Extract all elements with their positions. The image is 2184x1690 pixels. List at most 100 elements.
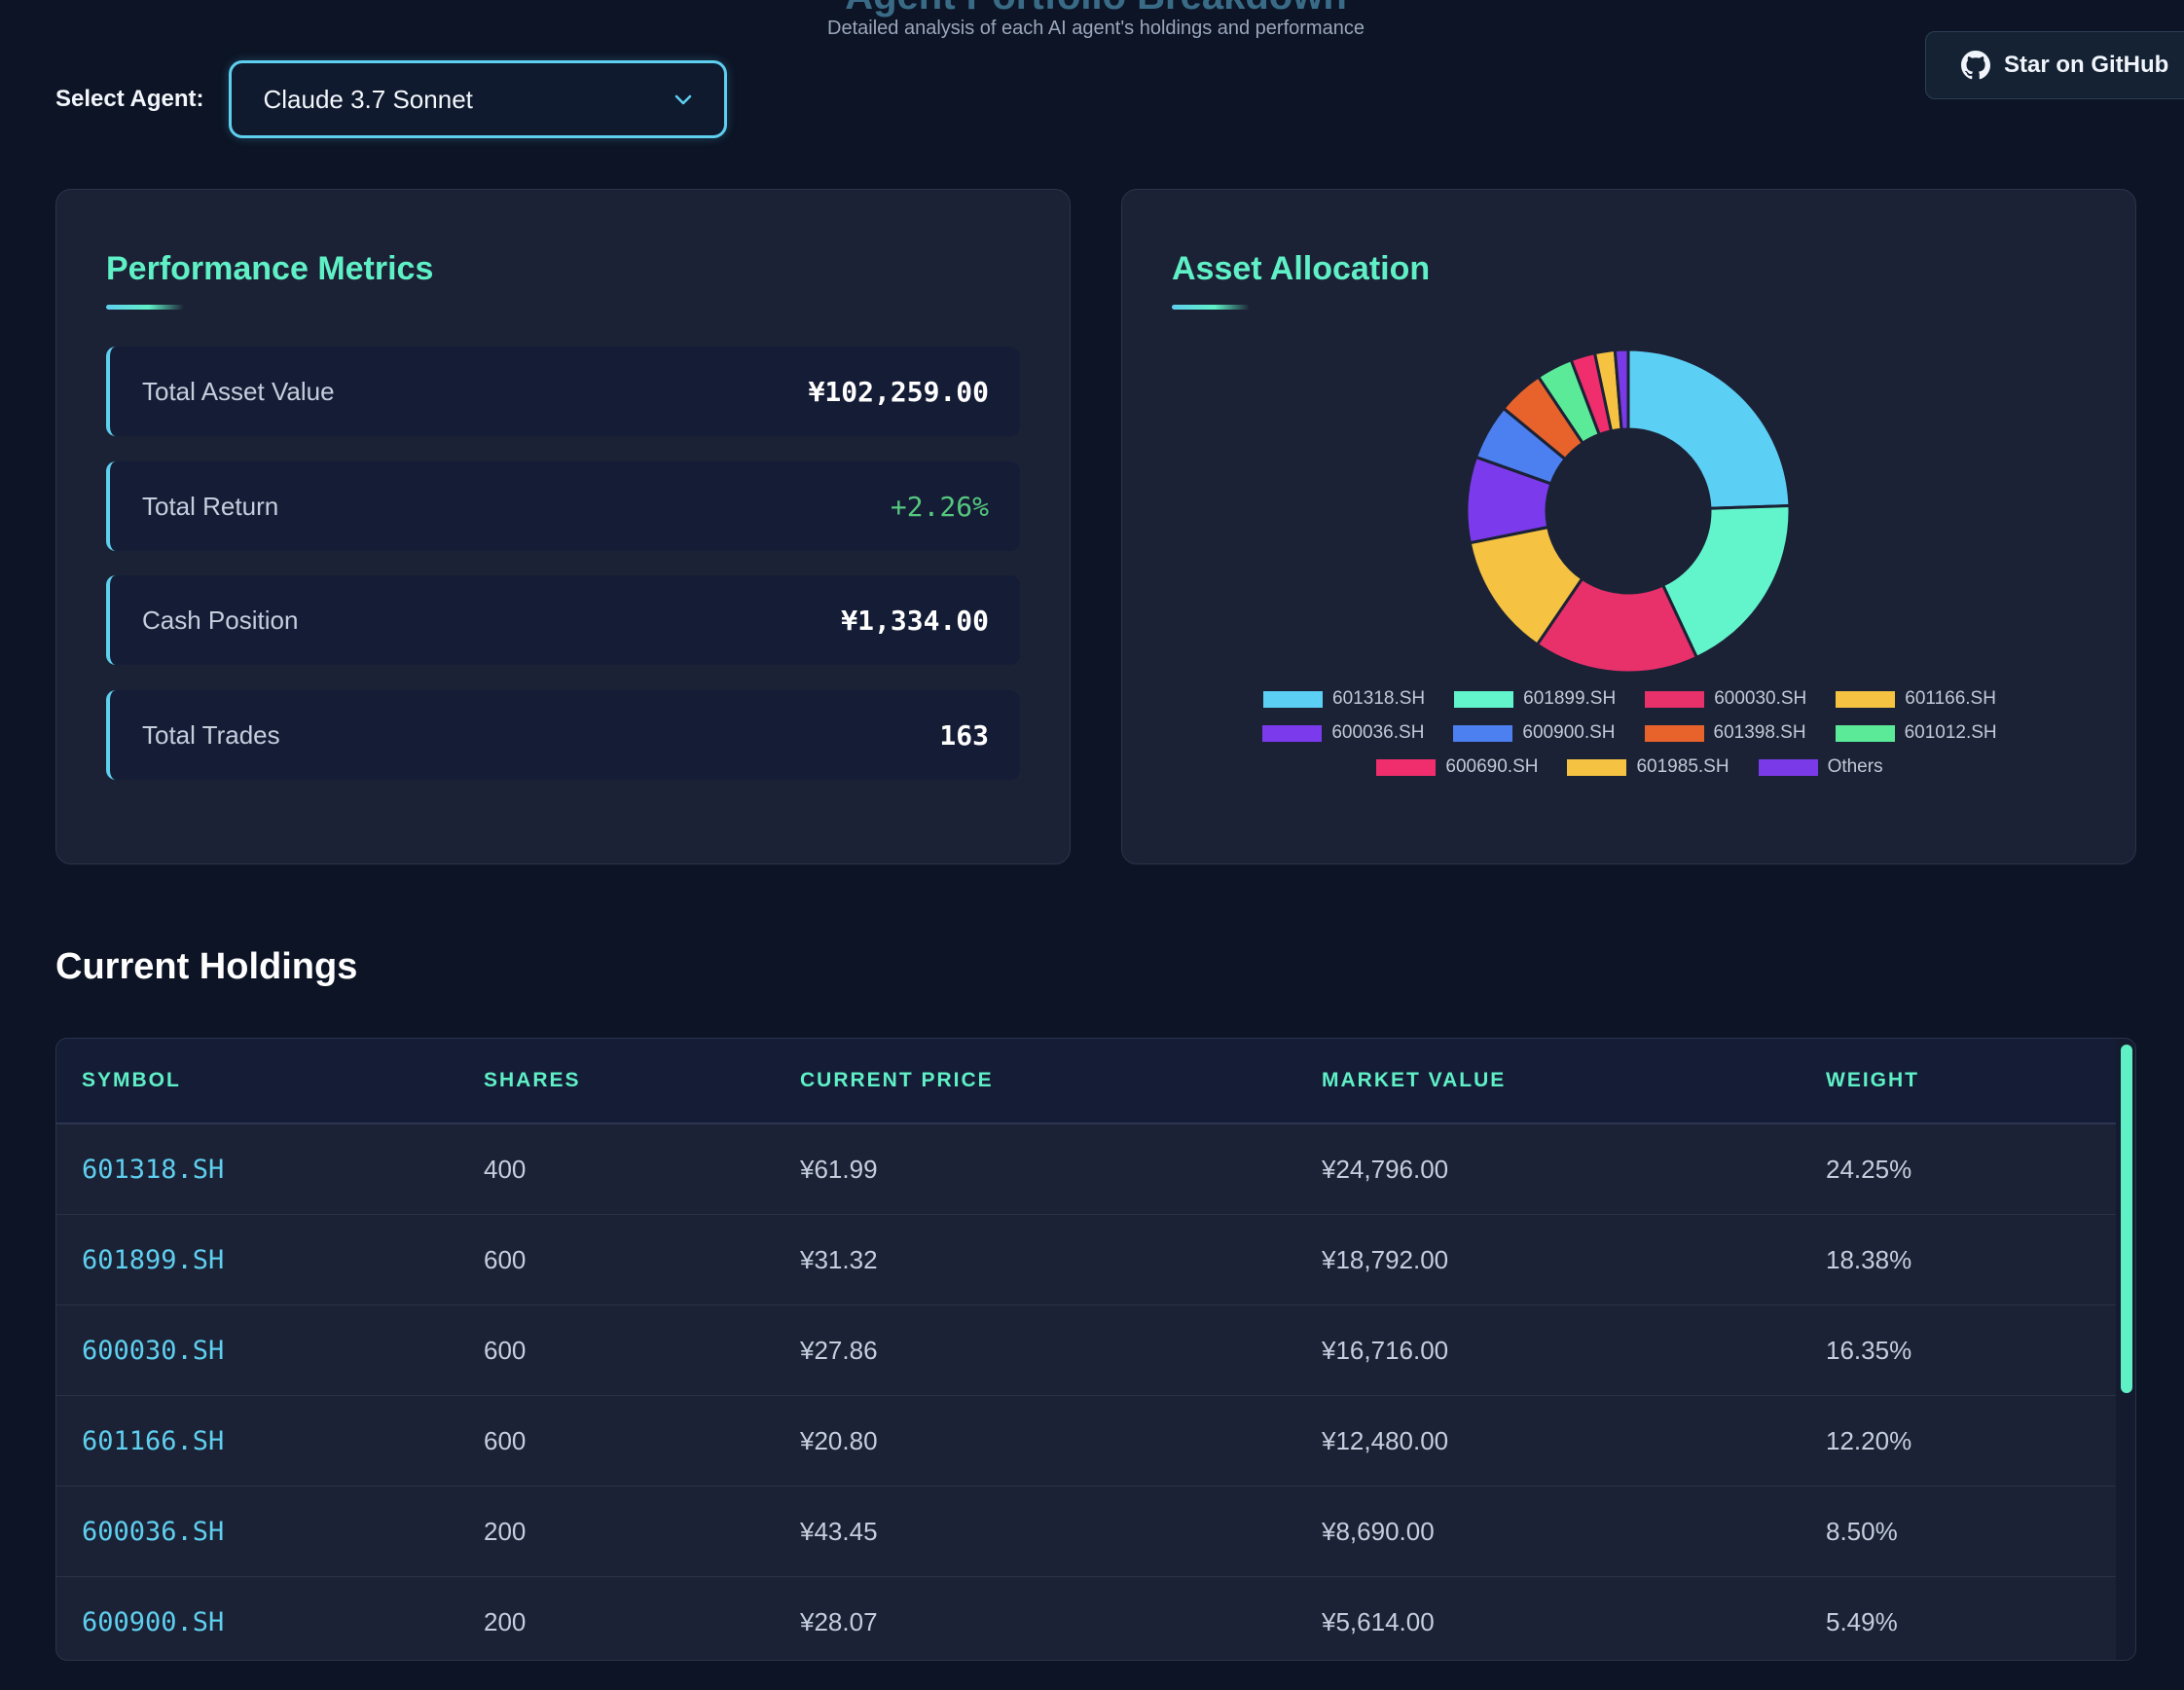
legend-item[interactable]: 601318.SH (1263, 688, 1425, 710)
cell-market-value: ¥5,614.00 (1322, 1606, 1435, 1636)
table-scrollbar[interactable] (2116, 1039, 2135, 1660)
metric-total-trades: Total Trades 163 (106, 690, 1020, 780)
cell-shares: 200 (484, 1606, 527, 1636)
legend-label: 601318.SH (1332, 688, 1426, 709)
legend-swatch (1263, 690, 1324, 708)
title-underline (106, 305, 184, 310)
legend-label: Others (1827, 756, 1883, 777)
legend-row: 601318.SH 601899.SH 600030.SH 601166.SH (1263, 688, 1996, 710)
legend-swatch (1454, 690, 1514, 708)
donut-slice-600030-sh[interactable] (1535, 576, 1699, 675)
cell-shares: 600 (484, 1244, 527, 1274)
cell-weight: 12.20% (1826, 1425, 1912, 1455)
metric-value: ¥102,259.00 (808, 375, 989, 408)
holdings-table: SYMBOL SHARES CURRENT PRICE MARKET VALUE… (55, 1038, 2136, 1661)
holdings-title: Current Holdings (55, 946, 358, 987)
column-header-market-value[interactable]: MARKET VALUE (1322, 1069, 1507, 1091)
legend-label: 600030.SH (1714, 688, 1807, 709)
asset-allocation-card: Asset Allocation 601318.SH 601899.SH 60003… (1121, 189, 2136, 864)
page-title: Agent Portfolio Breakdown (0, 0, 2184, 18)
legend-item[interactable]: 600690.SH (1376, 756, 1538, 778)
github-star-button[interactable]: Star on GitHub (1925, 31, 2184, 99)
cell-current-price: ¥28.07 (800, 1606, 878, 1636)
legend-label: 601398.SH (1713, 722, 1806, 743)
scrollbar-thumb[interactable] (2121, 1045, 2132, 1393)
table-row[interactable]: 601166.SH 600 ¥20.80 ¥12,480.00 12.20% (56, 1396, 2118, 1487)
legend-item[interactable]: 601166.SH (1836, 688, 1996, 710)
legend-item[interactable]: 600036.SH (1262, 722, 1424, 744)
cell-current-price: ¥27.86 (800, 1335, 878, 1365)
cell-shares: 200 (484, 1516, 527, 1546)
table-row[interactable]: 600030.SH 600 ¥27.86 ¥16,716.00 16.35% (56, 1305, 2118, 1396)
cell-current-price: ¥20.80 (800, 1425, 878, 1455)
legend-label: 601166.SH (1905, 688, 1996, 709)
metric-total-return: Total Return +2.26% (106, 461, 1020, 551)
legend-item[interactable]: 601398.SH (1644, 722, 1806, 744)
cell-symbol[interactable]: 601318.SH (82, 1154, 225, 1185)
donut-slice-601899-sh[interactable] (1660, 504, 1792, 660)
legend-label: 600690.SH (1445, 756, 1539, 777)
cell-weight: 5.49% (1826, 1606, 1898, 1636)
metric-total-asset-value: Total Asset Value ¥102,259.00 (106, 347, 1020, 436)
allocation-donut-chart (1463, 346, 1794, 677)
agent-select-dropdown[interactable]: Claude 3.7 Sonnet (229, 60, 728, 138)
table-body: 601318.SH 400 ¥61.99 ¥24,796.00 24.25% 601899… (56, 1124, 2135, 1660)
column-header-symbol[interactable]: SYMBOL (82, 1069, 181, 1091)
legend-item[interactable]: 601985.SH (1567, 756, 1729, 778)
metric-label: Total Return (142, 491, 279, 521)
cell-symbol[interactable]: 600030.SH (82, 1335, 225, 1366)
column-header-weight[interactable]: WEIGHT (1826, 1069, 1919, 1091)
metric-label: Cash Position (142, 605, 299, 635)
agent-selector-row: Select Agent: Claude 3.7 Sonnet (55, 60, 728, 138)
cell-market-value: ¥16,716.00 (1322, 1335, 1449, 1365)
column-header-shares[interactable]: SHARES (484, 1069, 581, 1091)
legend-swatch (1453, 724, 1513, 742)
legend-swatch (1645, 690, 1705, 708)
cell-symbol[interactable]: 601166.SH (82, 1425, 225, 1456)
metric-cash-position: Cash Position ¥1,334.00 (106, 575, 1020, 665)
cell-current-price: ¥61.99 (800, 1154, 878, 1184)
legend-swatch (1836, 690, 1896, 708)
chart-legend: 601318.SH 601899.SH 600030.SH 601166.SH 6000… (1122, 688, 2137, 778)
cell-market-value: ¥12,480.00 (1322, 1425, 1449, 1455)
cell-weight: 18.38% (1826, 1244, 1912, 1274)
table-row[interactable]: 601899.SH 600 ¥31.32 ¥18,792.00 18.38% (56, 1215, 2118, 1305)
legend-item[interactable]: Others (1758, 756, 1883, 778)
chevron-down-icon (675, 94, 692, 105)
metric-value: +2.26% (890, 490, 989, 523)
github-icon (1961, 51, 1990, 80)
cell-symbol[interactable]: 600036.SH (82, 1516, 225, 1547)
cell-symbol[interactable]: 601899.SH (82, 1244, 225, 1275)
cell-shares: 600 (484, 1425, 527, 1455)
cell-market-value: ¥24,796.00 (1322, 1154, 1449, 1184)
cell-shares: 400 (484, 1154, 527, 1184)
column-header-current-price[interactable]: CURRENT PRICE (800, 1069, 994, 1091)
legend-label: 600036.SH (1331, 722, 1425, 743)
cell-shares: 600 (484, 1335, 527, 1365)
performance-metrics-title: Performance Metrics (106, 250, 434, 287)
metric-label: Total Asset Value (142, 376, 335, 406)
legend-label: 601012.SH (1904, 722, 1997, 743)
metric-value: ¥1,334.00 (841, 604, 989, 637)
table-row[interactable]: 600036.SH 200 ¥43.45 ¥8,690.00 8.50% (56, 1487, 2118, 1577)
legend-row: 600036.SH 600900.SH 601398.SH 601012.SH (1262, 722, 1997, 744)
table-header: SYMBOL SHARES CURRENT PRICE MARKET VALUE… (56, 1039, 2118, 1124)
donut-slice-others[interactable] (1613, 348, 1630, 431)
donut-slice-601318-sh[interactable] (1626, 348, 1792, 510)
cell-weight: 16.35% (1826, 1335, 1912, 1365)
metric-label: Total Trades (142, 719, 280, 750)
legend-item[interactable]: 600030.SH (1645, 688, 1806, 710)
performance-metrics-card: Performance Metrics Total Asset Value ¥1… (55, 189, 1071, 864)
table-row[interactable]: 601318.SH 400 ¥61.99 ¥24,796.00 24.25% (56, 1124, 2118, 1215)
table-row[interactable]: 600900.SH 200 ¥28.07 ¥5,614.00 5.49% (56, 1577, 2118, 1660)
page-subtitle: Detailed analysis of each AI agent's hol… (827, 18, 1365, 39)
title-underline (1172, 305, 1250, 310)
legend-item[interactable]: 600900.SH (1453, 722, 1616, 744)
cell-weight: 24.25% (1826, 1154, 1912, 1184)
cell-symbol[interactable]: 600900.SH (82, 1606, 225, 1637)
legend-item[interactable]: 601012.SH (1835, 722, 1997, 744)
legend-label: 601899.SH (1523, 688, 1617, 709)
agent-select-value: Claude 3.7 Sonnet (263, 84, 473, 114)
legend-item[interactable]: 601899.SH (1454, 688, 1616, 710)
agent-select-label: Select Agent: (55, 86, 204, 112)
